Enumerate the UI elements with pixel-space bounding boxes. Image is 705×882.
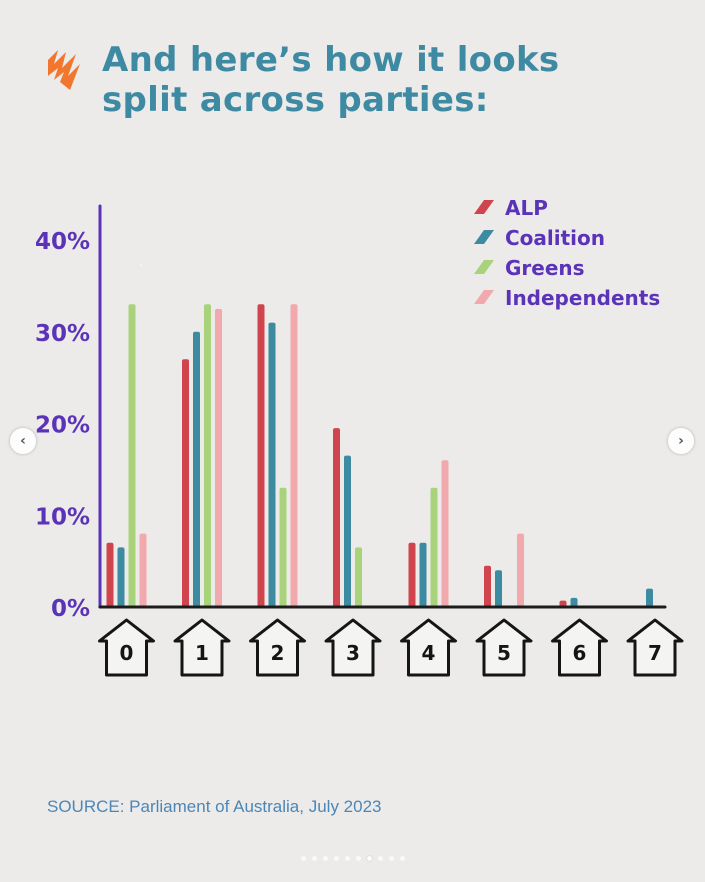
- bar-alp-5: [484, 565, 491, 607]
- bar-coalition-2: [268, 322, 276, 607]
- carousel-dots: [0, 856, 705, 861]
- carousel-dot[interactable]: [344, 856, 350, 861]
- carousel-dot[interactable]: [366, 856, 372, 861]
- carousel-dot[interactable]: [300, 856, 306, 861]
- legend: ALP Coalition Greens Independents: [474, 196, 660, 310]
- legend-swatch-independents: [474, 290, 494, 304]
- x-tick-label: 3: [346, 641, 360, 665]
- bar-greens-1: [204, 304, 211, 607]
- legend-label-greens: Greens: [505, 256, 585, 280]
- x-tick-label: 4: [422, 641, 436, 665]
- chevron-right-icon[interactable]: ›: [668, 428, 694, 454]
- y-tick-label: 0%: [51, 596, 90, 622]
- bar-alp-4: [408, 542, 416, 607]
- carousel-dot[interactable]: [399, 856, 405, 861]
- bar-coalition-1: [193, 331, 200, 607]
- legend-label-alp: ALP: [505, 196, 548, 220]
- y-tick-label: 20%: [35, 413, 90, 439]
- next-glyph: ›: [678, 433, 684, 449]
- bar-alp-0: [106, 542, 114, 607]
- x-axis: 0 1 2 3 4 5 6 7: [98, 605, 684, 677]
- y-tick-label: 10%: [35, 504, 90, 530]
- carousel-dot[interactable]: [377, 856, 383, 861]
- x-tick-label: 0: [120, 641, 134, 665]
- bar-independents-2: [290, 304, 298, 607]
- y-axis: 0% 10% 20% 30% 40%: [35, 204, 102, 622]
- x-tick-label: 5: [497, 641, 511, 665]
- legend-swatch-alp: [474, 200, 494, 214]
- bar-greens-0: [128, 304, 136, 607]
- bar-alp-3: [333, 428, 340, 607]
- bar-alp-1: [182, 359, 189, 607]
- carousel-dot[interactable]: [333, 856, 339, 861]
- source-note: SOURCE: Parliament of Australia, July 20…: [47, 797, 382, 816]
- bars: [106, 304, 653, 607]
- chevron-left-icon[interactable]: ‹: [10, 428, 36, 454]
- legend-label-independents: Independents: [505, 286, 660, 310]
- house-outline-icon: [626, 618, 684, 677]
- house-outline-icon: [400, 618, 457, 677]
- bar-coalition-3: [344, 455, 351, 607]
- y-tick-label: 30%: [35, 321, 90, 347]
- bar-greens-4: [430, 487, 438, 607]
- house-outline-icon: [173, 618, 231, 677]
- legend-swatch-coalition: [474, 230, 494, 244]
- y-tick-label: 40%: [35, 229, 90, 255]
- house-outline-icon: [249, 618, 306, 677]
- house-outline-icon: [98, 618, 155, 677]
- title-line-1: And here’s how it looks: [102, 40, 560, 80]
- house-outline-icon: [475, 618, 533, 677]
- bar-coalition-6: [570, 597, 578, 607]
- legend-label-coalition: Coalition: [505, 226, 605, 250]
- bar-coalition-5: [495, 570, 502, 607]
- bar-alp-2: [257, 304, 265, 607]
- x-tick-label: 7: [648, 641, 662, 665]
- bar-independents-0: [139, 533, 147, 607]
- bar-coalition-0: [117, 547, 125, 607]
- bar-coalition-7: [646, 588, 653, 607]
- carousel-dot[interactable]: [388, 856, 394, 861]
- x-tick-label: 1: [195, 641, 209, 665]
- page-title: And here’s how it looks split across par…: [102, 40, 559, 120]
- prev-glyph: ‹: [20, 433, 26, 449]
- carousel-dot[interactable]: [355, 856, 361, 861]
- house-outline-icon: [324, 618, 382, 677]
- sbs-flame-icon: [48, 50, 80, 90]
- bar-coalition-4: [419, 542, 427, 607]
- title-line-2: split across parties:: [102, 80, 489, 120]
- bar-alp-6: [559, 600, 567, 607]
- bar-greens-2: [279, 487, 287, 607]
- bar-independents-1: [215, 308, 222, 607]
- bar-independents-4: [441, 460, 449, 607]
- bar-independents-5: [517, 533, 524, 607]
- house-outline-icon: [551, 618, 608, 677]
- x-tick-label: 6: [573, 641, 587, 665]
- bar-greens-3: [355, 547, 362, 607]
- carousel-dot[interactable]: [311, 856, 317, 861]
- carousel-dot[interactable]: [322, 856, 328, 861]
- x-tick-label: 2: [271, 641, 285, 665]
- legend-swatch-greens: [474, 260, 494, 274]
